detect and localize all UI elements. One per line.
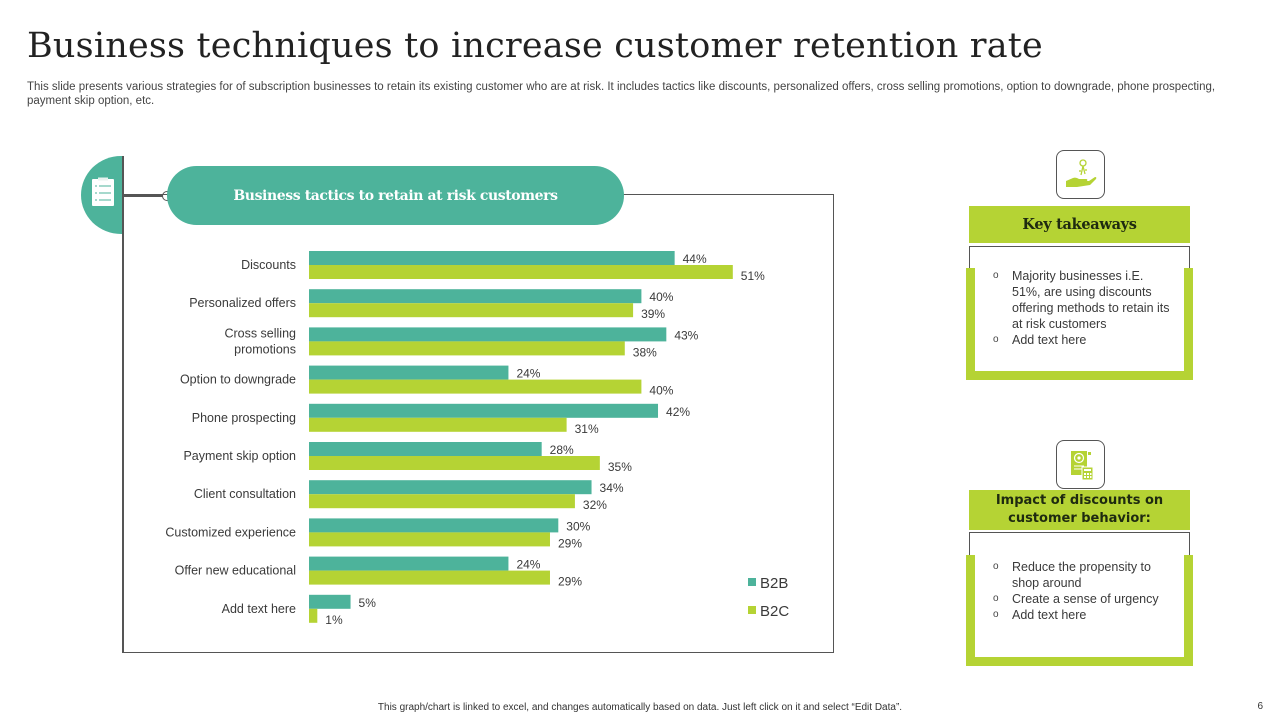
timeline-vertical-line	[122, 156, 124, 653]
chart-header-pill: Business tactics to retain at risk custo…	[167, 166, 624, 225]
list-item: Majority businesses i.E. 51%, are using …	[993, 268, 1173, 332]
footer-note-text: This graph/chart is linked to excel, and…	[377, 702, 903, 713]
list-item: Reduce the propensity to shop around	[993, 559, 1178, 591]
key-takeaways-list: Majority businesses i.E. 51%, are using …	[993, 268, 1173, 348]
impact-icon-box	[1056, 440, 1105, 489]
page-number: 6	[1257, 701, 1263, 712]
impact-heading: Impact of discounts on customer behavior…	[995, 493, 1164, 526]
chart-header-label: Business tactics to retain at risk custo…	[233, 187, 558, 204]
slide-title: Business techniques to increase customer…	[27, 26, 1043, 66]
key-takeaways-icon-box	[1056, 150, 1105, 199]
connector-line	[123, 195, 165, 197]
impact-list: Reduce the propensity to shop around Cre…	[993, 559, 1178, 623]
hand-holding-keys-icon	[1065, 158, 1096, 187]
impact-header: Impact of discounts on customer behavior…	[969, 490, 1190, 530]
list-item: Create a sense of urgency	[993, 591, 1178, 607]
chart-frame	[124, 194, 834, 653]
key-takeaways-heading: Key takeaways	[1022, 216, 1137, 233]
receipt-calculator-icon	[1070, 450, 1093, 480]
clipboard-checklist-icon	[92, 177, 114, 206]
key-takeaways-outline	[969, 246, 1190, 270]
slide-subtitle: This slide presents various strategies f…	[27, 81, 1216, 107]
list-item: Add text here	[993, 332, 1173, 348]
footer-note: This graph/chart is linked to excel, and…	[0, 702, 1280, 713]
list-item: Add text here	[993, 607, 1178, 623]
key-takeaways-header: Key takeaways	[969, 206, 1190, 243]
impact-outline	[969, 532, 1190, 556]
